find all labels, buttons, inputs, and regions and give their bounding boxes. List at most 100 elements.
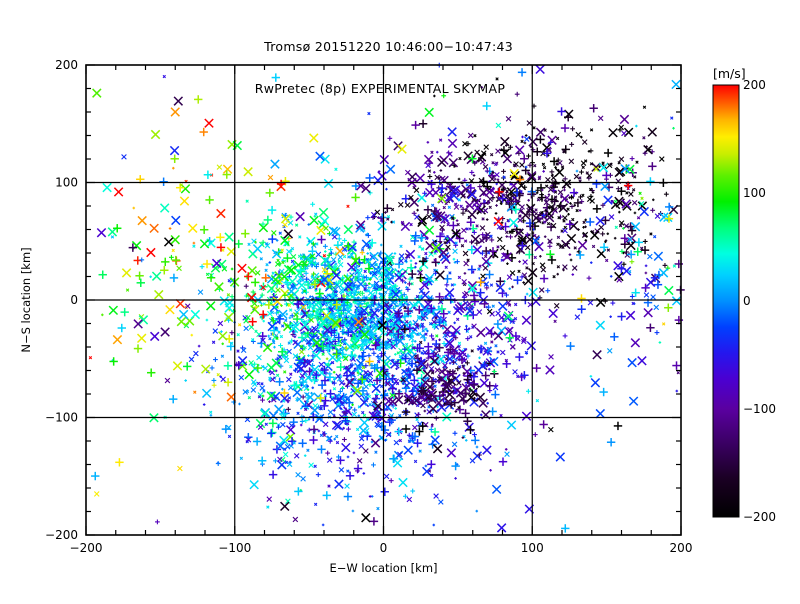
scatter-point [363,449,368,454]
scatter-point [574,247,577,250]
scatter-point [138,334,146,342]
scatter-point [529,138,537,146]
scatter-point [134,344,142,352]
scatter-point [505,235,508,238]
scatter-point [496,311,501,316]
scatter-point [470,458,475,463]
scatter-point [528,163,533,168]
scatter-point [629,259,634,264]
scatter-point [132,207,135,210]
scatter-point [433,445,441,453]
scatter-point [253,437,261,445]
scatter-point [244,326,249,331]
scatter-point [478,357,481,360]
scatter-point [458,342,461,345]
scatter-point [414,188,419,193]
colorbar-tick-label: −200 [743,510,776,524]
scatter-point [477,184,482,189]
scatter-point [384,211,387,214]
scatter-point [122,269,130,277]
scatter-point [352,412,357,417]
scatter-point [416,418,419,421]
scatter-point [310,376,318,384]
scatter-point [217,165,222,170]
scatter-point [316,243,319,246]
scatter-point [404,281,407,284]
scatter-point [475,510,478,513]
scatter-point [152,272,160,280]
scatter-point [319,208,327,216]
scatter-point [468,133,473,138]
scatter-point [482,218,485,221]
scatter-point [431,423,434,426]
scatter-point [635,238,643,246]
scatter-point [605,259,608,262]
scatter-point [471,235,479,243]
scatter-point [151,332,159,340]
scatter-point [636,161,639,164]
scatter-point [351,193,359,201]
scatter-point [555,168,563,176]
scatter-point [202,389,210,397]
colorbar-gradient [713,85,739,517]
scatter-point [455,259,460,264]
scatter-point [97,229,105,237]
scatter-point [194,351,199,356]
scatter-point [344,492,352,500]
scatter-point [244,168,252,176]
scatter-point [241,348,246,353]
scatter-point [147,248,155,256]
scatter-point [447,223,450,226]
scatter-point [319,362,324,367]
scatter-point [176,299,184,307]
scatter-point [635,125,638,128]
scatter-point [303,418,308,423]
scatter-point [229,330,234,335]
scatter-point [600,231,605,236]
scatter-point [409,315,412,318]
scatter-point [438,158,446,166]
scatter-point [590,375,593,378]
scatter-point [268,322,276,330]
scatter-point [240,457,243,460]
scatter-point [151,130,159,138]
scatter-point [206,319,209,322]
scatter-point [484,145,489,150]
scatter-point [480,414,483,417]
scatter-point [267,335,270,338]
scatter-point [427,141,430,144]
scatter-point [217,373,220,376]
scatter-point [231,268,234,271]
scatter-point [298,255,301,258]
scatter-point [380,385,383,388]
scatter-point [335,168,338,171]
scatter-point [328,410,333,415]
scatter-point [588,300,593,305]
scatter-point [333,438,336,441]
scatter-point [114,188,122,196]
scatter-point [651,295,656,300]
scatter-point [427,214,432,219]
scatter-point [391,208,394,211]
scatter-point [269,337,272,340]
scatter-point [602,162,605,165]
scatter-point [159,178,167,186]
scatter-point [289,309,292,312]
scatter-point [492,305,495,308]
scatter-point [476,225,479,228]
scatter-point [473,174,476,177]
scatter-point [427,460,435,468]
scatter-point [425,252,428,255]
scatter-point [191,310,199,318]
scatter-point [461,244,464,247]
scatter-point [385,188,388,191]
scatter-point [677,371,680,374]
scatter-point [238,323,241,326]
scatter-point [652,199,655,202]
scatter-point [150,224,158,232]
scatter-point [665,203,673,211]
scatter-point [160,266,168,274]
scatter-point [521,140,524,143]
scatter-point [442,255,450,263]
scatter-point [275,378,283,386]
